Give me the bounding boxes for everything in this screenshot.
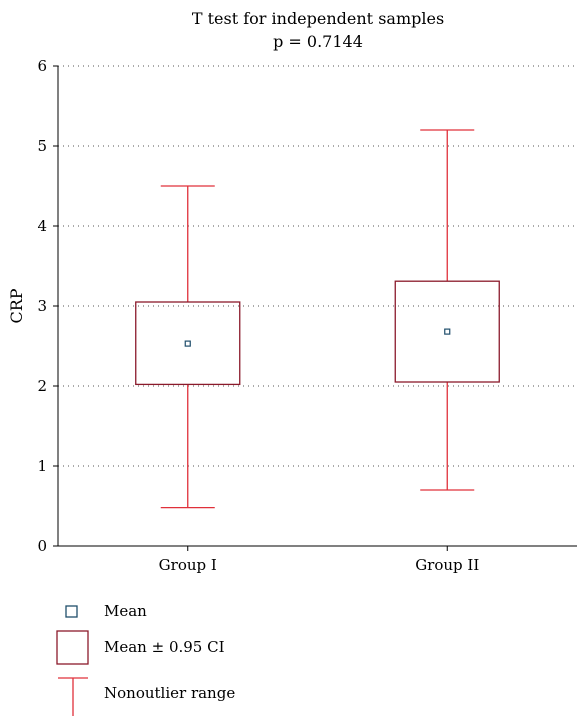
y-tick-label: 1 — [37, 457, 47, 475]
y-axis-label: CRP — [7, 288, 26, 323]
whisker-range-icon — [58, 677, 88, 716]
y-tick-label: 6 — [37, 57, 47, 75]
ci-box-icon — [56, 630, 89, 665]
y-tick-label: 3 — [37, 297, 47, 315]
box-group-2 — [394, 129, 500, 491]
mean-marker — [184, 340, 191, 347]
legend: Mean Mean ± 0.95 CI Nonoutlier range — [0, 590, 577, 718]
mean-marker — [444, 328, 451, 335]
y-tick-label: 0 — [37, 537, 47, 555]
mean-marker-icon — [65, 605, 78, 618]
x-tick-label: Group I — [159, 556, 217, 574]
legend-mean-label: Mean — [104, 602, 147, 620]
y-ticks: 0 1 2 3 4 5 6 — [37, 57, 58, 555]
ci-box — [394, 280, 500, 383]
legend-range-label: Nonoutlier range — [104, 684, 236, 702]
box-plot-chart: T test for independent samples p = 0.714… — [7, 9, 577, 574]
ci-box — [135, 301, 241, 386]
grid-lines — [58, 65, 577, 467]
box-group-1 — [135, 185, 241, 509]
y-tick-label: 2 — [37, 377, 47, 395]
y-tick-label: 4 — [37, 217, 47, 235]
chart-subtitle: p = 0.7144 — [273, 32, 363, 51]
legend-ci-label: Mean ± 0.95 CI — [104, 638, 225, 656]
boxes — [135, 129, 500, 509]
x-ticks: Group I Group II — [159, 546, 479, 574]
y-tick-label: 5 — [37, 137, 47, 155]
x-tick-label: Group II — [415, 556, 479, 574]
chart-title: T test for independent samples — [192, 9, 444, 28]
